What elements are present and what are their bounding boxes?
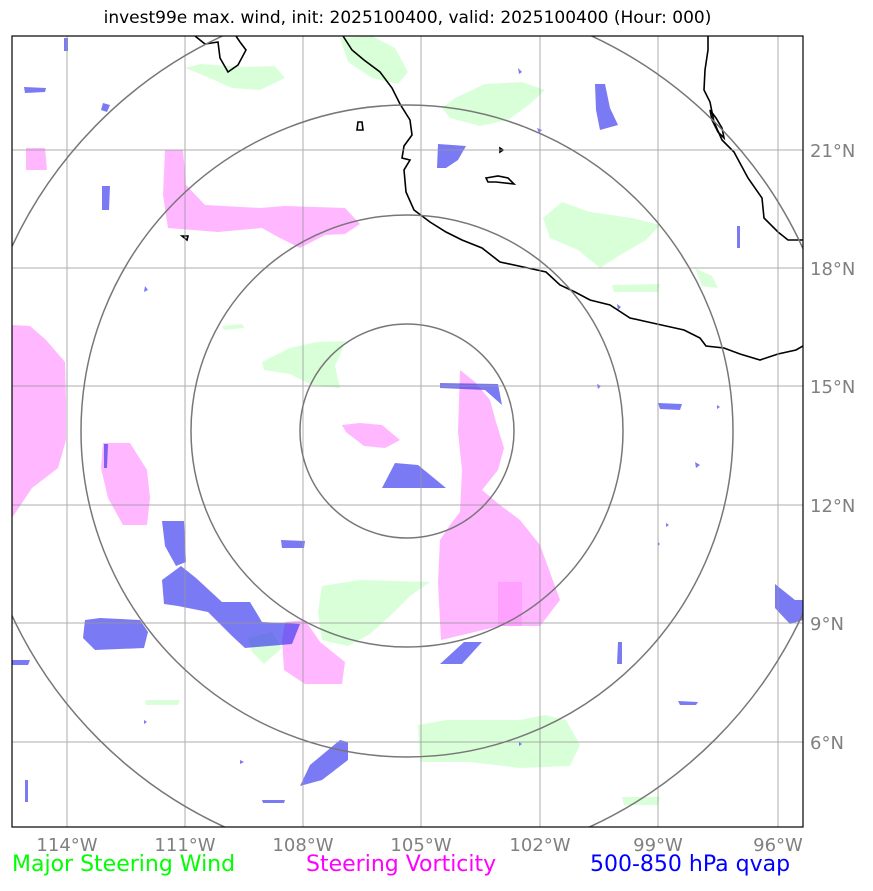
qvap-layer — [12, 38, 803, 803]
legend-steering-wind: Major Steering Wind — [12, 852, 236, 877]
lat-label: 6°N — [810, 733, 844, 754]
lon-label: 96°W — [753, 835, 803, 856]
lon-label: 111°W — [154, 835, 215, 856]
lon-label: 114°W — [36, 835, 97, 856]
steering-vorticity-layer — [12, 148, 560, 684]
map-title: invest99e max. wind, init: 2025100400, v… — [103, 8, 712, 28]
legend-qvap: 500-850 hPa qvap — [590, 852, 791, 877]
lon-label: 108°W — [272, 835, 333, 856]
lat-label: 12°N — [810, 496, 855, 517]
lon-label: 99°W — [633, 835, 683, 856]
latitude-ticks: 21°N 18°N 15°N 12°N 9°N 6°N — [810, 141, 855, 754]
legend-steering-vorticity: Steering Vorticity — [306, 852, 497, 877]
lat-label: 15°N — [810, 377, 855, 398]
lat-label: 9°N — [810, 614, 844, 635]
range-rings — [12, 36, 803, 827]
graticule — [12, 36, 803, 827]
lat-label: 18°N — [810, 259, 855, 280]
lon-label: 105°W — [390, 835, 451, 856]
plot-frame — [11, 35, 804, 828]
lon-label: 102°W — [509, 835, 570, 856]
lat-label: 21°N — [810, 141, 855, 162]
steering-wind-layer — [145, 36, 718, 805]
longitude-ticks: 114°W 111°W 108°W 105°W 102°W 99°W 96°W — [36, 835, 803, 856]
